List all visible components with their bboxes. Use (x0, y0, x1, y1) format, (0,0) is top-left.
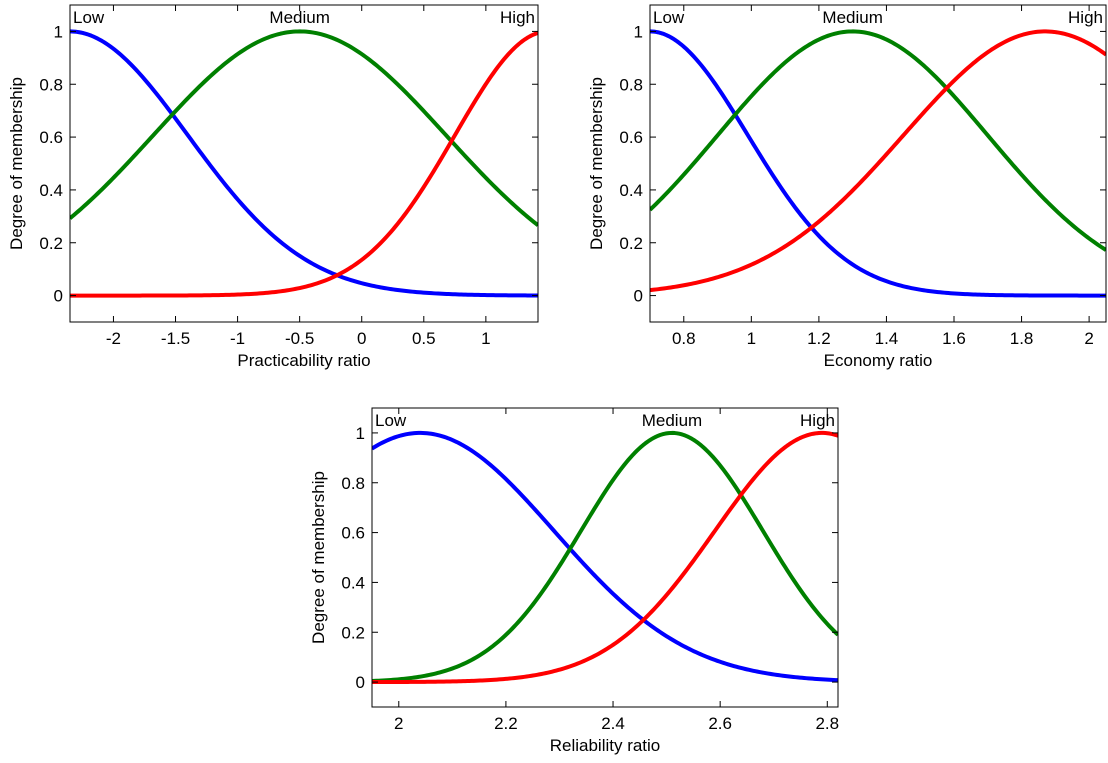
reliability-axes-box (371, 407, 839, 708)
economy-chart-svg: 0.8 1 1.2 1.4 1.6 1.8 2 0 0.2 0.4 0.6 0.8 1 Economy r… (587, 4, 1107, 370)
economy-y-tick-label: 0.6 (619, 128, 643, 147)
economy-chart: 0.8 1 1.2 1.4 1.6 1.8 2 0 0.2 0.4 0.6 0.8 1 Economy r… (578, 0, 1108, 380)
reliability-x-tick-label: 2 (394, 714, 403, 733)
reliability-x-tick-label: 2.8 (815, 714, 839, 733)
reliability-x-tick-label: 2.6 (708, 714, 732, 733)
economy-y-tick-label: 0.8 (619, 75, 643, 94)
practicability-x-tick-label: 0 (357, 329, 366, 348)
practicability-x-axis-label: Practicability ratio (237, 351, 370, 370)
reliability-medium-label: Medium (642, 411, 702, 430)
reliability-y-tick-label: 0.4 (341, 573, 365, 592)
reliability-y-tick-label: 0.8 (341, 474, 365, 493)
economy-y-tick-label: 0.2 (619, 234, 643, 253)
practicability-chart-svg: -2 -1.5 -1 -0.5 0 0.5 1 0 0.2 0.4 0.6 0.8 1 Practicab… (7, 4, 539, 370)
economy-x-tick-label: 1.4 (875, 329, 899, 348)
reliability-chart-svg: 2 2.2 2.4 2.6 2.8 0 0.2 0.4 0.6 0.8 1 Reliability r… (309, 407, 839, 755)
economy-y-tick-label: 1 (634, 22, 643, 41)
reliability-y-tick-label: 0 (356, 673, 365, 692)
practicability-medium-label: Medium (269, 8, 329, 27)
economy-y-axis-label: Degree of membership (587, 77, 606, 250)
economy-x-tick-label: 0.8 (672, 329, 696, 348)
practicability-y-tick-label: 0.8 (39, 75, 63, 94)
economy-high-label: High (1068, 8, 1103, 27)
practicability-x-tick-label: -0.5 (285, 329, 314, 348)
reliability-chart: 2 2.2 2.4 2.6 2.8 0 0.2 0.4 0.6 0.8 1 Reliability r… (300, 395, 840, 758)
reliability-high-label: High (800, 411, 835, 430)
economy-x-tick-label: 1.8 (1010, 329, 1034, 348)
practicability-x-tick-label: -2 (106, 329, 121, 348)
reliability-low-label: Low (375, 411, 407, 430)
practicability-y-axis-label: Degree of membership (7, 77, 26, 250)
practicability-medium-curve (70, 29, 538, 227)
reliability-y-tick-label: 0.6 (341, 524, 365, 543)
practicability-x-tick-label: -1 (230, 329, 245, 348)
practicability-axes-box (69, 4, 539, 323)
economy-low-curve (650, 29, 1106, 298)
economy-y-tick-label: 0 (634, 287, 643, 306)
reliability-high-curve (372, 430, 838, 685)
economy-medium-curve (650, 29, 1106, 252)
reliability-y-tick-label: 1 (356, 424, 365, 443)
economy-x-tick-label: 1.6 (942, 329, 966, 348)
reliability-y-tick-label: 0.2 (341, 623, 365, 642)
reliability-low-curve (372, 430, 838, 683)
practicability-y-tick-label: 0.6 (39, 128, 63, 147)
economy-low-label: Low (653, 8, 685, 27)
practicability-x-tick-label: 1 (481, 329, 490, 348)
reliability-x-tick-label: 2.4 (601, 714, 625, 733)
economy-x-tick-label: 2 (1084, 329, 1093, 348)
reliability-medium-curve (372, 430, 838, 683)
economy-axes-box (649, 4, 1107, 323)
economy-y-tick-label: 0.4 (619, 181, 643, 200)
practicability-chart: -2 -1.5 -1 -0.5 0 0.5 1 0 0.2 0.4 0.6 0.8 1 Practicab… (0, 0, 540, 380)
reliability-x-tick-label: 2.2 (494, 714, 518, 733)
practicability-y-tick-label: 0 (54, 287, 63, 306)
practicability-y-tick-label: 0.2 (39, 234, 63, 253)
economy-x-tick-label: 1.2 (807, 329, 831, 348)
economy-high-curve (650, 29, 1106, 293)
economy-x-axis-label: Economy ratio (824, 351, 933, 370)
practicability-low-curve (70, 29, 538, 298)
reliability-x-axis-label: Reliability ratio (550, 736, 661, 755)
practicability-y-tick-label: 0.4 (39, 181, 63, 200)
practicability-x-tick-label: 0.5 (412, 329, 436, 348)
economy-x-tick-label: 1 (747, 329, 756, 348)
practicability-y-tick-label: 1 (54, 22, 63, 41)
practicability-high-label: High (500, 8, 535, 27)
economy-medium-label: Medium (822, 8, 882, 27)
reliability-y-axis-label: Degree of membership (309, 471, 328, 644)
practicability-high-curve (70, 31, 538, 298)
practicability-x-tick-label: -1.5 (161, 329, 190, 348)
practicability-low-label: Low (73, 8, 105, 27)
